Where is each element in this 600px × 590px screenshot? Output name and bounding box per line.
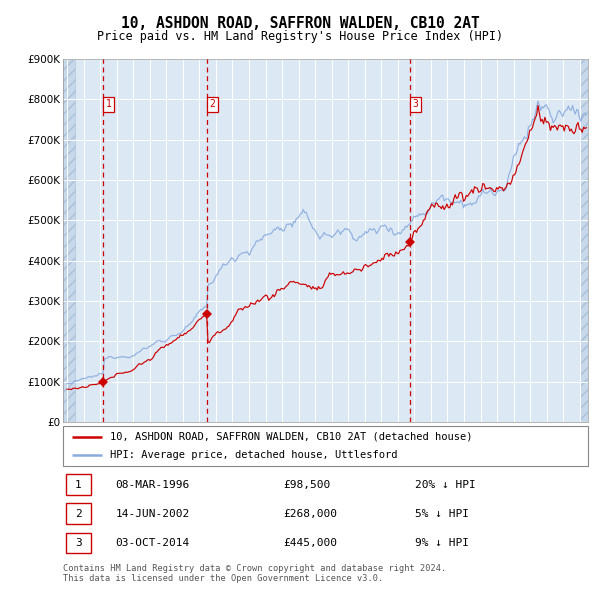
Text: This data is licensed under the Open Government Licence v3.0.: This data is licensed under the Open Gov… [63, 573, 383, 582]
FancyBboxPatch shape [65, 533, 91, 553]
Text: 2: 2 [75, 509, 82, 519]
Text: Price paid vs. HM Land Registry's House Price Index (HPI): Price paid vs. HM Land Registry's House … [97, 30, 503, 43]
Text: 3: 3 [413, 99, 419, 109]
Text: 08-MAR-1996: 08-MAR-1996 [115, 480, 190, 490]
Text: £445,000: £445,000 [284, 538, 337, 548]
Text: 20% ↓ HPI: 20% ↓ HPI [415, 480, 476, 490]
FancyBboxPatch shape [63, 426, 588, 466]
Text: 1: 1 [106, 99, 112, 109]
FancyBboxPatch shape [65, 503, 91, 525]
Text: 2: 2 [209, 99, 215, 109]
Text: 03-OCT-2014: 03-OCT-2014 [115, 538, 190, 548]
Text: 3: 3 [75, 538, 82, 548]
FancyBboxPatch shape [65, 474, 91, 495]
Text: £268,000: £268,000 [284, 509, 337, 519]
Text: HPI: Average price, detached house, Uttlesford: HPI: Average price, detached house, Uttl… [110, 450, 398, 460]
Text: 10, ASHDON ROAD, SAFFRON WALDEN, CB10 2AT (detached house): 10, ASHDON ROAD, SAFFRON WALDEN, CB10 2A… [110, 432, 473, 442]
Text: 9% ↓ HPI: 9% ↓ HPI [415, 538, 469, 548]
Text: 14-JUN-2002: 14-JUN-2002 [115, 509, 190, 519]
Text: £98,500: £98,500 [284, 480, 331, 490]
Text: 5% ↓ HPI: 5% ↓ HPI [415, 509, 469, 519]
Bar [580, 59, 588, 422]
Text: Contains HM Land Registry data © Crown copyright and database right 2024.: Contains HM Land Registry data © Crown c… [63, 563, 446, 572]
Text: 10, ASHDON ROAD, SAFFRON WALDEN, CB10 2AT: 10, ASHDON ROAD, SAFFRON WALDEN, CB10 2A… [121, 16, 479, 31]
Bar [63, 59, 76, 422]
Text: 1: 1 [75, 480, 82, 490]
